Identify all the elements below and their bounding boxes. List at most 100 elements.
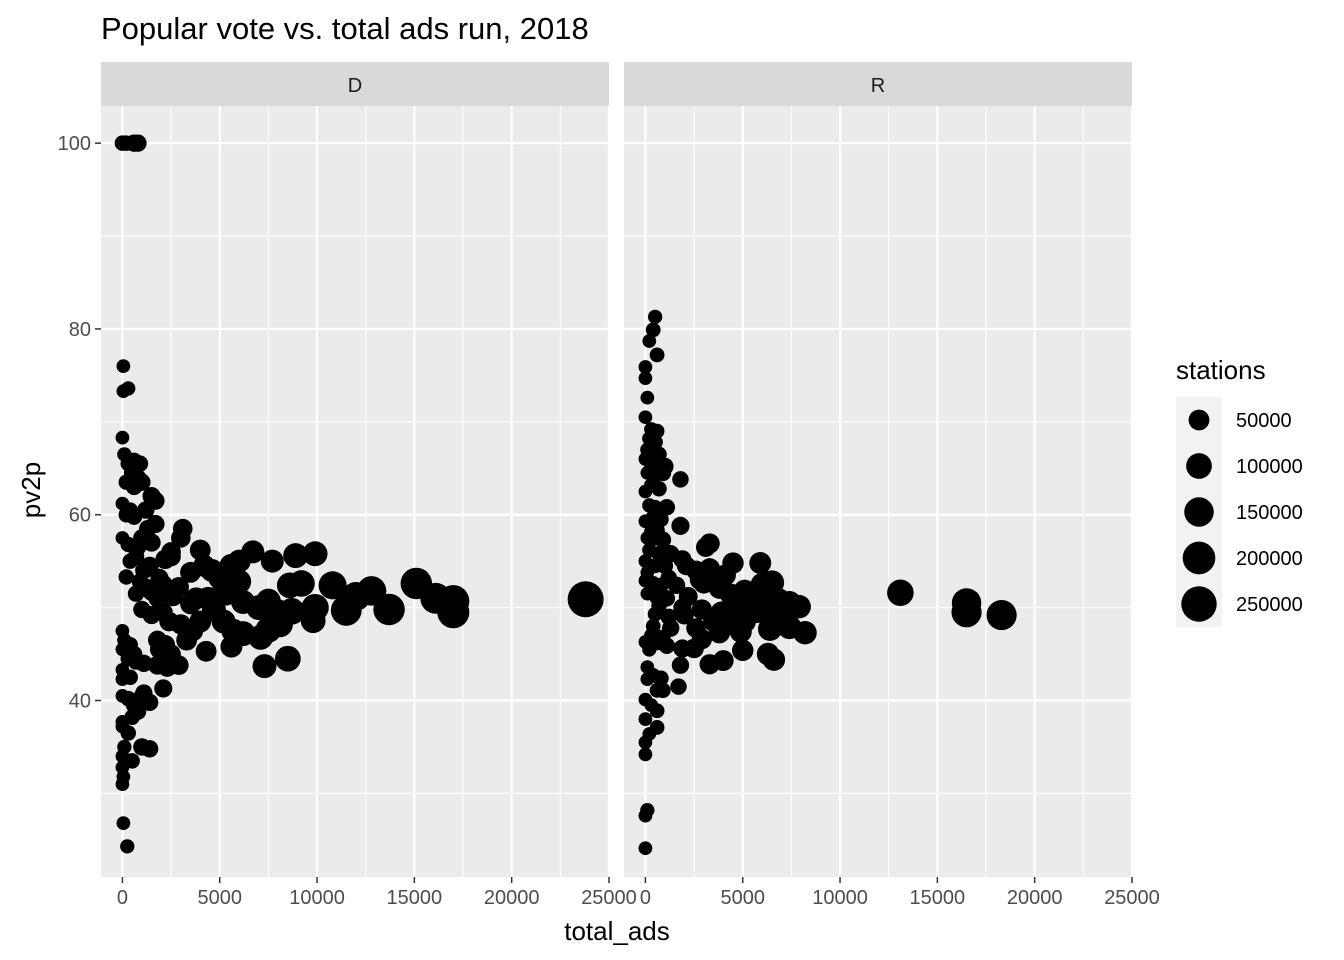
data-point [671,656,690,674]
x-tick-label: 25000 [581,887,637,909]
data-point [651,480,667,497]
data-point [653,670,669,686]
data-point [116,359,131,373]
data-point [651,545,667,562]
data-point [658,637,676,654]
data-point [373,593,405,626]
x-tick-label: 10000 [289,887,345,909]
data-point [793,620,817,645]
data-point [115,777,130,791]
data-point [670,678,687,695]
data-point [260,549,284,573]
chart-title: Popular vote vs. total ads run, 2018 [101,11,589,46]
data-point [300,608,326,634]
legend-key [1184,497,1214,527]
y-tick-label: 60 [69,505,91,527]
y-tick-label: 40 [69,691,91,713]
x-tick-label: 0 [640,887,651,909]
data-point [638,712,653,726]
facet-strip [101,62,609,106]
data-point [647,309,663,325]
x-axis-title: total_ads [564,916,670,946]
data-point [647,606,663,622]
data-point [642,334,657,348]
data-point [645,322,661,338]
data-point [729,620,752,643]
legend-title: stations [1176,355,1266,385]
data-point [120,839,135,854]
data-point [986,599,1017,631]
data-point [649,347,665,363]
data-point [274,645,301,672]
data-point [638,808,653,823]
facet-panel-D: D 0 5000 10000 15000 20000 25000 40 60 80 100 [58,62,637,909]
y-tick-label: 100 [58,133,91,155]
data-point [567,581,604,618]
data-point [638,484,653,499]
data-point [127,585,145,602]
data-point [671,516,690,535]
data-point [171,528,191,548]
x-tick-label: 20000 [1007,887,1063,909]
data-point [672,471,689,488]
data-point [653,577,669,594]
data-point [252,654,277,679]
data-point [283,543,309,569]
data-point [140,556,159,575]
data-point [140,693,159,712]
data-point [787,594,811,619]
facet-panels: D 0 5000 10000 15000 20000 25000 40 60 80 100 R 0 500… [58,62,1160,909]
data-point [638,747,653,762]
x-tick-label: 25000 [1104,887,1160,909]
data-point [638,841,653,856]
legend-label: 150000 [1236,502,1303,524]
data-point [649,703,665,719]
data-point [288,570,315,597]
data-point [154,679,173,698]
legend-key [1186,453,1212,479]
data-point [654,531,672,549]
facet-strip-label: R [871,75,885,97]
data-point [638,371,653,386]
plot-background [101,106,609,877]
data-point [732,639,754,662]
legend-key [1181,586,1217,622]
facet-strip [624,62,1132,106]
legend-label: 200000 [1236,548,1303,570]
x-tick-label: 15000 [387,887,443,909]
data-point [699,654,720,675]
data-point [129,134,147,152]
y-tick-label: 80 [69,319,91,341]
data-point [654,464,672,482]
data-point [120,725,136,741]
data-point [176,629,198,651]
data-point [169,655,189,676]
data-point [133,473,151,491]
data-point [667,576,686,595]
data-point [135,654,153,673]
data-point [757,616,782,641]
data-point [318,571,347,600]
data-point [638,735,653,750]
data-point [674,605,694,625]
data-point [137,501,155,519]
x-tick-label: 0 [117,887,128,909]
data-point [140,740,159,758]
facet-strip-label: D [348,75,362,97]
data-point [749,552,772,575]
data-point [638,514,653,529]
legend-label: 50000 [1236,410,1292,432]
data-point [708,621,731,644]
x-tick-label: 15000 [910,887,966,909]
data-point [640,672,655,687]
x-tick-label: 20000 [484,887,540,909]
data-point [951,597,982,628]
data-point [302,541,328,567]
data-point [684,638,704,659]
data-point [437,596,470,629]
x-tick-label: 5000 [197,887,242,909]
x-tick-label: 10000 [812,887,868,909]
legend-label: 250000 [1236,594,1303,616]
legend-key [1182,541,1216,575]
